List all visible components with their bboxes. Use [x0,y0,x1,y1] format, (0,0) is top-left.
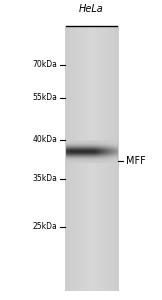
Text: 55kDa: 55kDa [33,93,58,102]
Text: 40kDa: 40kDa [33,135,58,144]
Text: 25kDa: 25kDa [33,222,58,231]
Text: 70kDa: 70kDa [33,60,58,69]
Text: HeLa: HeLa [79,4,104,14]
Text: MFF: MFF [126,155,145,166]
Text: 35kDa: 35kDa [33,174,58,183]
